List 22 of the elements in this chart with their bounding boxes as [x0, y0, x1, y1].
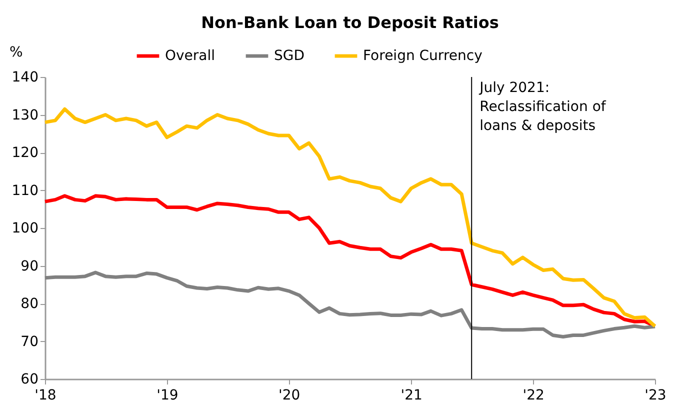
- x-tick-label: '20: [278, 388, 300, 404]
- line-series: [43, 270, 657, 338]
- legend-label: Foreign Currency: [363, 48, 482, 64]
- legend-label: Overall: [165, 48, 216, 64]
- y-tick-label: 120: [12, 145, 38, 161]
- chart-title: Non-Bank Loan to Deposit Ratios: [201, 13, 499, 32]
- x-tick-label: '21: [400, 388, 422, 404]
- y-tick-label: 60: [20, 372, 38, 388]
- ref-line-label: July 2021: Reclassification of loans & deposits: [478, 80, 607, 134]
- y-tick-label: 100: [12, 220, 38, 236]
- x-tick-label: '23: [644, 388, 666, 404]
- y-tick-label: 110: [12, 182, 38, 199]
- y-tick-label: 80: [20, 296, 38, 312]
- x-tick-label: '19: [156, 388, 178, 404]
- y-axis-title: %: [10, 44, 23, 60]
- legend-label: SGD: [274, 48, 305, 64]
- y-tick-label: 90: [20, 258, 38, 274]
- y-tick-label: 140: [12, 70, 38, 86]
- y-tick-label: 70: [20, 334, 38, 350]
- y-tick-label: 130: [12, 107, 38, 124]
- x-tick-label: '18: [34, 388, 56, 404]
- x-tick-label: '22: [522, 388, 544, 404]
